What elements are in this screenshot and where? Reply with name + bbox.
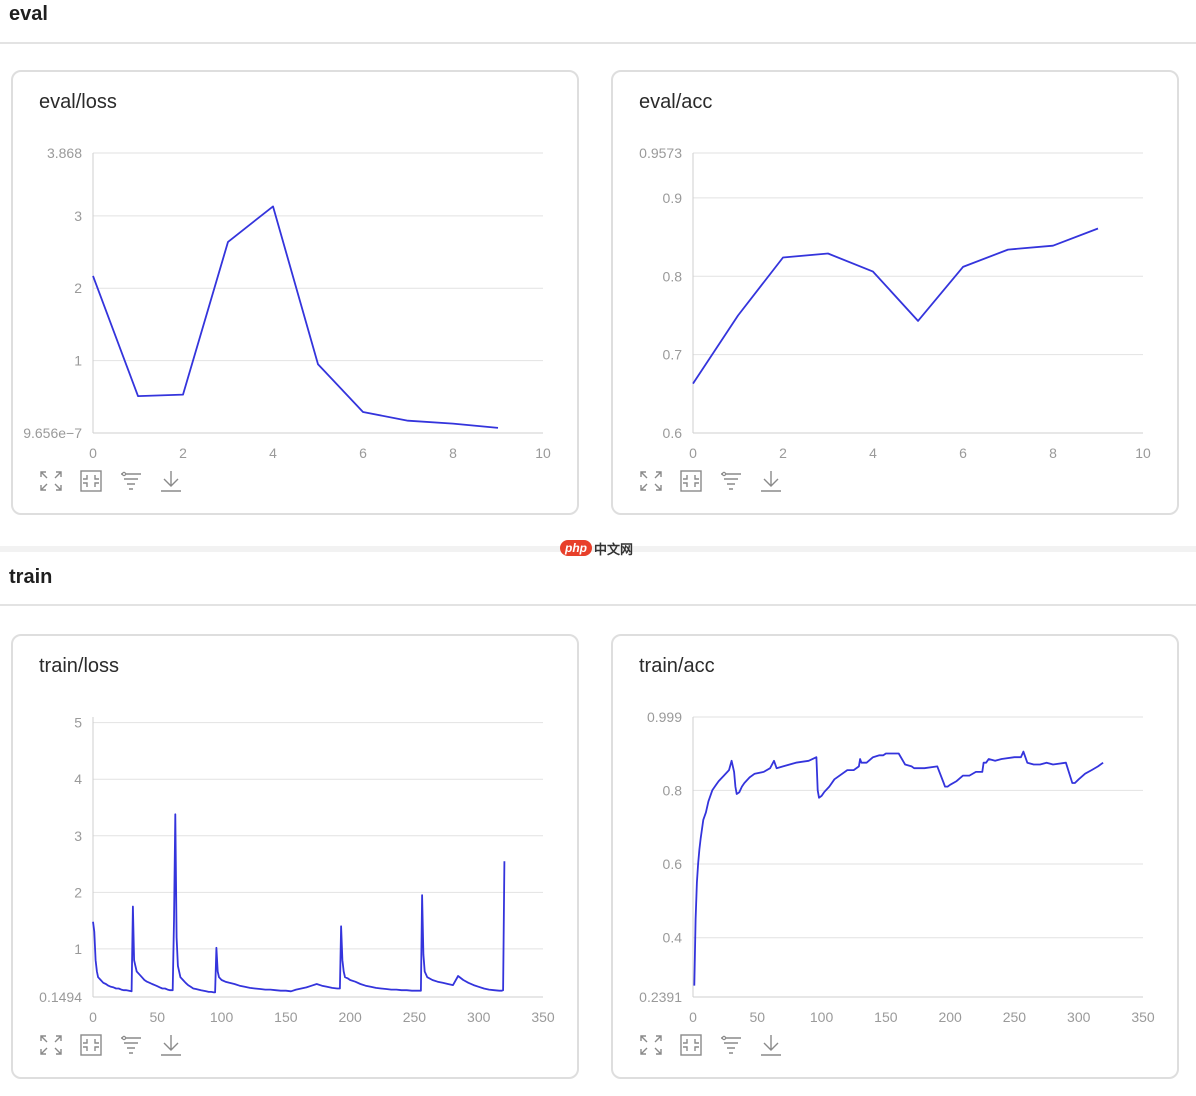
y-tick-label: 0.8 [663, 782, 683, 798]
chart-title: train/acc [639, 655, 715, 677]
fullscreen-icon[interactable] [637, 1032, 665, 1058]
x-tick-label: 10 [1135, 445, 1151, 461]
x-tick-label: 250 [403, 1009, 427, 1025]
y-tick-label: 2 [74, 280, 82, 296]
y-tick-label: 0.2391 [639, 989, 682, 1005]
restore-icon[interactable] [677, 468, 705, 494]
chart-card-eval-acc: eval/acc 0.6 0.7 0.8 0.9 0.9573 0 2 4 6 8 10 [611, 70, 1179, 515]
restore-icon[interactable] [77, 468, 105, 494]
series-line [693, 750, 1104, 986]
filter-icon[interactable] [117, 1032, 145, 1058]
x-tick-label: 350 [1131, 1009, 1155, 1025]
x-tick-label: 100 [210, 1009, 234, 1025]
x-tick-label: 10 [535, 445, 551, 461]
x-tick-label: 8 [449, 445, 457, 461]
chart-title: train/loss [39, 655, 120, 677]
filter-icon[interactable] [117, 468, 145, 494]
x-tick-label: 350 [531, 1009, 555, 1025]
y-tick-label: 0.9 [663, 190, 683, 206]
watermark-badge: php [560, 540, 592, 556]
chart-eval-acc: 0.6 0.7 0.8 0.9 0.9573 0 2 4 6 8 10 [639, 145, 1151, 461]
x-tick-label: 200 [338, 1009, 362, 1025]
chart-card-train-loss: train/loss 0.1494 1 2 3 4 5 0 50 100 150 200 250 300… [11, 634, 579, 1079]
filter-icon[interactable] [717, 468, 745, 494]
chart-title: eval/acc [639, 91, 713, 113]
chart-card-eval-loss: eval/loss 9.656e−7 1 2 3 3.868 0 2 4 6 8 10 [11, 70, 579, 515]
watermark: php 中文网 [560, 539, 633, 557]
y-tick-label: 3.868 [47, 145, 82, 161]
y-tick-label: 0.9573 [639, 145, 682, 161]
x-tick-label: 50 [149, 1009, 165, 1025]
x-tick-label: 0 [689, 1009, 697, 1025]
y-tick-label: 0.999 [647, 709, 682, 725]
download-icon[interactable] [157, 468, 185, 494]
y-tick-label: 4 [74, 771, 82, 787]
chart-card-train-acc: train/acc 0.2391 0.4 0.6 0.8 0.999 0 50 100 150 2… [611, 634, 1179, 1079]
y-tick-label: 5 [74, 715, 82, 731]
restore-icon[interactable] [77, 1032, 105, 1058]
x-tick-label: 150 [874, 1009, 898, 1025]
section-divider [0, 42, 1196, 44]
fullscreen-icon[interactable] [37, 468, 65, 494]
y-tick-label: 0.6 [663, 425, 683, 441]
watermark-text: 中文网 [594, 541, 634, 557]
x-tick-label: 6 [359, 445, 367, 461]
x-tick-label: 300 [467, 1009, 491, 1025]
chart-eval-loss: 9.656e−7 1 2 3 3.868 0 2 4 6 8 10 [23, 145, 551, 461]
x-tick-label: 250 [1003, 1009, 1027, 1025]
download-icon[interactable] [757, 468, 785, 494]
series-line [692, 227, 1099, 385]
y-tick-label: 0.6 [663, 856, 683, 872]
y-tick-label: 0.4 [663, 930, 683, 946]
y-tick-label: 0.8 [663, 268, 683, 284]
x-tick-label: 4 [269, 445, 277, 461]
x-tick-label: 8 [1049, 445, 1057, 461]
y-tick-label: 1 [74, 353, 82, 369]
y-tick-label: 0.1494 [39, 989, 82, 1005]
download-icon[interactable] [757, 1032, 785, 1058]
y-tick-label: 0.7 [663, 347, 683, 363]
y-tick-label: 3 [74, 828, 82, 844]
series-line [92, 205, 499, 429]
x-tick-label: 100 [810, 1009, 834, 1025]
x-tick-label: 4 [869, 445, 877, 461]
fullscreen-icon[interactable] [637, 468, 665, 494]
y-tick-label: 9.656e−7 [23, 425, 82, 441]
x-tick-label: 2 [179, 445, 187, 461]
restore-icon[interactable] [677, 1032, 705, 1058]
y-tick-label: 2 [74, 884, 82, 900]
section-divider [0, 604, 1196, 606]
x-tick-label: 0 [689, 445, 697, 461]
x-tick-label: 0 [89, 1009, 97, 1025]
download-icon[interactable] [157, 1032, 185, 1058]
x-tick-label: 0 [89, 445, 97, 461]
section-separator-band [0, 546, 1196, 552]
chart-title: eval/loss [39, 91, 117, 113]
section-title-eval: eval [9, 3, 48, 25]
x-tick-label: 200 [938, 1009, 962, 1025]
fullscreen-icon[interactable] [37, 1032, 65, 1058]
x-tick-label: 6 [959, 445, 967, 461]
x-tick-label: 2 [779, 445, 787, 461]
chart-train-acc: 0.2391 0.4 0.6 0.8 0.999 0 50 100 150 200 250 300 35… [639, 709, 1155, 1025]
series-line [92, 813, 506, 994]
y-tick-label: 3 [74, 208, 82, 224]
x-tick-label: 300 [1067, 1009, 1091, 1025]
section-title-train: train [9, 566, 53, 588]
y-tick-label: 1 [74, 941, 82, 957]
x-tick-label: 150 [274, 1009, 298, 1025]
filter-icon[interactable] [717, 1032, 745, 1058]
x-tick-label: 50 [749, 1009, 765, 1025]
